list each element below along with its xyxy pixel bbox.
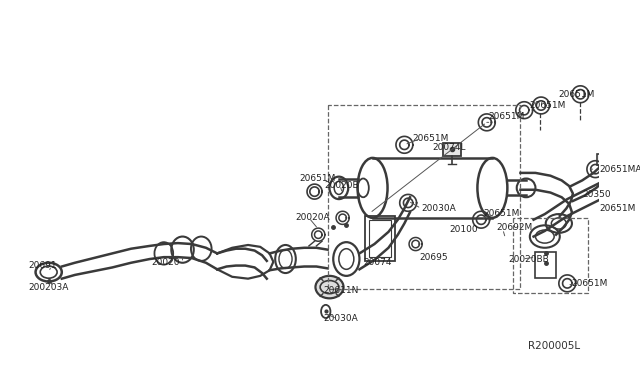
- Text: R200005L: R200005L: [528, 341, 580, 351]
- Text: 20074: 20074: [364, 258, 392, 267]
- Text: 20691: 20691: [28, 261, 57, 270]
- Text: 20651M: 20651M: [489, 112, 525, 121]
- Text: 200203A: 200203A: [28, 283, 68, 292]
- Text: 20651M: 20651M: [599, 204, 636, 213]
- Text: 20651MA: 20651MA: [599, 165, 640, 174]
- Text: 20030A: 20030A: [323, 314, 358, 323]
- Text: 20020B: 20020B: [325, 180, 360, 190]
- Text: 20651M: 20651M: [559, 90, 595, 99]
- Ellipse shape: [635, 150, 640, 183]
- Text: 20020A: 20020A: [295, 213, 330, 222]
- Text: 20651M: 20651M: [483, 209, 520, 218]
- Text: 20074L: 20074L: [433, 143, 466, 152]
- Bar: [597, 154, 614, 166]
- Bar: [365, 216, 395, 261]
- Text: 20100: 20100: [449, 225, 478, 234]
- Text: 20651M: 20651M: [529, 101, 565, 110]
- Text: 20350: 20350: [582, 190, 611, 199]
- Text: 20611N: 20611N: [323, 286, 358, 295]
- Text: 20651M: 20651M: [571, 279, 607, 288]
- Text: 20030A: 20030A: [421, 204, 456, 213]
- Text: 20020BB: 20020BB: [508, 254, 549, 263]
- Text: 20651M: 20651M: [412, 134, 448, 143]
- Bar: [443, 143, 461, 156]
- Bar: [369, 220, 391, 257]
- Text: 20020: 20020: [152, 258, 180, 267]
- Text: 20651M: 20651M: [300, 174, 336, 183]
- Text: 20695: 20695: [419, 253, 448, 262]
- Ellipse shape: [316, 276, 344, 298]
- Text: 20692M: 20692M: [496, 223, 532, 232]
- Bar: [536, 251, 556, 278]
